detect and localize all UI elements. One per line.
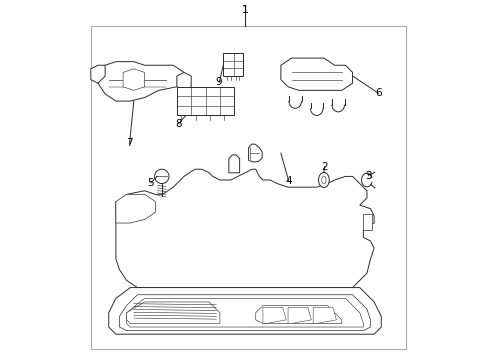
Text: 1: 1 [242,5,248,15]
Bar [223,53,243,76]
Polygon shape [177,72,191,90]
Text: 4: 4 [286,176,292,186]
Text: 3: 3 [366,171,372,181]
Polygon shape [288,307,311,323]
Polygon shape [263,307,286,323]
Bar [364,214,372,230]
Text: 6: 6 [375,88,382,98]
Text: 2: 2 [321,162,328,172]
Text: 9: 9 [216,77,222,87]
Bar [177,87,234,116]
Circle shape [155,169,169,184]
Polygon shape [120,295,370,330]
Ellipse shape [318,172,329,188]
Polygon shape [313,307,337,323]
Polygon shape [126,302,220,323]
Bar [91,26,406,348]
Text: 8: 8 [175,119,182,129]
Polygon shape [98,62,184,101]
Polygon shape [109,288,381,334]
Polygon shape [91,65,105,83]
Polygon shape [229,155,240,173]
Ellipse shape [322,176,326,184]
Text: 1: 1 [242,5,248,15]
Text: 5: 5 [147,178,154,188]
Polygon shape [116,169,374,288]
Polygon shape [248,144,262,162]
Polygon shape [123,69,145,90]
Polygon shape [126,298,364,327]
Polygon shape [256,306,342,323]
Text: 7: 7 [126,139,133,148]
Polygon shape [281,58,353,90]
Polygon shape [116,194,155,223]
